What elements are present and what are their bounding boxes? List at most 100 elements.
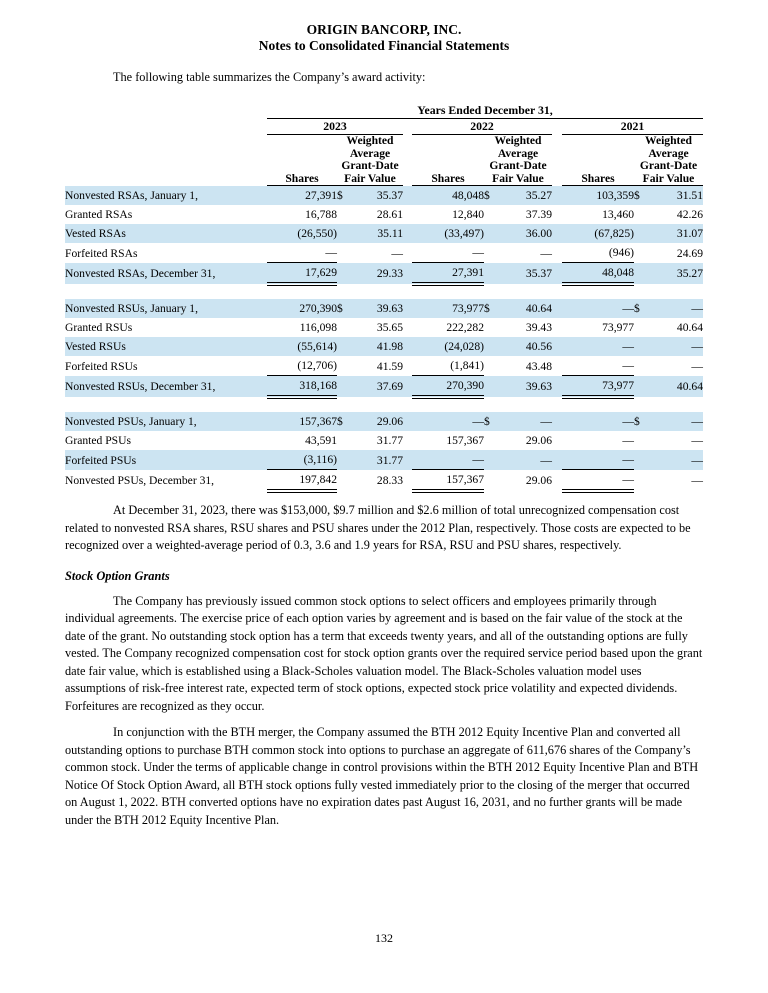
shares-header-2021: Shares	[562, 134, 634, 187]
year-header-row: 2023 2022 2021	[65, 118, 703, 135]
document-subtitle: Notes to Consolidated Financial Statemen…	[258, 38, 510, 53]
cell-dollar-2023: $	[337, 412, 351, 432]
cell-shares-2022: 157,367	[412, 469, 484, 494]
fair-value-header-2023: Weighted Average Grant-Date Fair Value	[337, 134, 403, 187]
column-gap	[403, 262, 412, 285]
table-row-rsa-nonvested-dec31: Nonvested RSAs, December 31, 17,629 29.3…	[65, 262, 703, 287]
cell-fair-value-2023: 29.33	[351, 262, 403, 285]
cell-fair-value-2023: 41.98	[351, 337, 403, 357]
paragraph-stock-options: The Company has previously issued common…	[65, 593, 703, 713]
period-header-row: Years Ended December 31,	[65, 103, 703, 119]
cell-shares-2023: 27,391	[267, 185, 337, 206]
year-header-2022: 2022	[412, 118, 552, 135]
paragraph-bth-merger: In conjunction with the BTH merger, the …	[65, 725, 699, 827]
cell-shares-2021: —	[562, 412, 634, 432]
cell-shares-2023: (3,116)	[267, 450, 337, 471]
column-gap	[403, 185, 412, 206]
column-gap	[403, 205, 412, 224]
column-gap	[552, 119, 562, 135]
cell-fair-value-2023: 35.37	[351, 185, 403, 206]
cell-shares-2022: 27,391	[412, 262, 484, 287]
column-gap	[403, 337, 412, 357]
cell-fair-value-2021: —	[648, 450, 703, 470]
cell-shares-2023: 43,591	[305, 434, 337, 448]
cell-shares-2023: 318,168	[267, 375, 337, 400]
cell-fair-value-2022: 35.27	[498, 185, 552, 206]
column-gap	[552, 318, 562, 337]
intro-paragraph: The following table summarizes the Compa…	[113, 70, 426, 84]
cell-shares-2021: 73,977	[602, 321, 634, 335]
fair-value-header-2022: Weighted Average Grant-Date Fair Value	[484, 134, 552, 187]
cell-fair-value-2022: 39.63	[498, 375, 552, 398]
column-gap	[552, 450, 562, 470]
period-header: Years Ended December 31,	[267, 103, 703, 119]
column-gap	[552, 262, 562, 285]
cell-fair-value-2022: 36.00	[498, 224, 552, 244]
cell-shares-2022: 270,390	[412, 375, 484, 400]
cell-shares-2021: —	[562, 469, 634, 494]
column-gap	[552, 470, 562, 492]
cell-dollar-2022: $	[484, 299, 498, 319]
cell-fair-value-2023: 35.65	[376, 321, 403, 335]
cell-fair-value-2023: 41.59	[376, 359, 403, 373]
column-gap	[552, 356, 562, 376]
cell-dollar-2021: $	[634, 185, 648, 206]
cell-fair-value-2021: —	[691, 474, 703, 488]
table-row-rsu-nonvested-dec31: Nonvested RSUs, December 31, 318,168 37.…	[65, 375, 703, 400]
column-gap	[403, 412, 412, 432]
cell-shares-2021: 73,977	[562, 375, 634, 400]
cell-dollar-2021: $	[634, 299, 648, 319]
cell-shares-2023: —	[267, 243, 337, 264]
cell-shares-2021: (67,825)	[562, 224, 634, 244]
table-row-rsu-nonvested-jan1: Nonvested RSUs, January 1, 270,390 $ 39.…	[65, 299, 703, 319]
column-gap	[403, 450, 412, 470]
table-row-psu-nonvested-jan1: Nonvested PSUs, January 1, 157,367 $ 29.…	[65, 412, 703, 432]
column-gap	[552, 243, 562, 263]
column-gap	[403, 470, 412, 492]
cell-fair-value-2021: 31.07	[648, 224, 703, 244]
row-label: Granted RSAs	[65, 208, 133, 222]
column-gap	[403, 356, 412, 376]
table-row-rsa-nonvested-jan1: Nonvested RSAs, January 1, 27,391 $ 35.3…	[65, 185, 703, 206]
cell-fair-value-2023: 28.61	[376, 208, 403, 222]
cell-fair-value-2023: 31.77	[376, 434, 403, 448]
cell-shares-2023: 17,629	[267, 262, 337, 287]
cell-shares-2022: —	[412, 450, 484, 471]
cell-shares-2021: 13,460	[602, 208, 634, 222]
row-label: Nonvested RSAs, January 1,	[65, 185, 267, 206]
column-gap	[552, 337, 562, 357]
cell-fair-value-2023: 35.11	[351, 224, 403, 244]
table-row-rsa-vested: Vested RSAs (26,550) 35.11 (33,497) 36.0…	[65, 224, 703, 244]
column-gap	[552, 412, 562, 432]
cell-shares-2022: 48,048	[412, 185, 484, 206]
column-gap	[403, 431, 412, 450]
cell-dollar-2021: $	[634, 412, 648, 432]
cell-fair-value-2021: —	[648, 299, 703, 319]
cell-shares-2022: 157,367	[446, 434, 484, 448]
company-name: ORIGIN BANCORP, INC.	[306, 22, 462, 37]
section-spacer	[65, 284, 703, 300]
cell-fair-value-2021: 40.64	[648, 375, 703, 398]
row-label: Forfeited RSUs	[65, 359, 138, 373]
table-row-rsu-vested: Vested RSUs (55,614) 41.98 (24,028) 40.5…	[65, 337, 703, 357]
cell-shares-2021: (946)	[562, 243, 634, 264]
cell-fair-value-2021: 31.51	[648, 185, 703, 206]
cell-shares-2022: 12,840	[452, 208, 484, 222]
cell-shares-2023: 197,842	[267, 469, 337, 494]
column-gap	[552, 375, 562, 398]
row-label: Nonvested RSUs, December 31,	[65, 375, 267, 398]
cell-dollar-2022: $	[484, 185, 498, 206]
row-label: Nonvested RSAs, December 31,	[65, 262, 267, 285]
cell-fair-value-2023: 29.06	[351, 412, 403, 432]
column-gap	[403, 119, 412, 135]
cell-fair-value-2021: —	[648, 412, 703, 432]
column-gap	[552, 205, 562, 224]
document-header: ORIGIN BANCORP, INC. Notes to Consolidat…	[65, 22, 703, 54]
cell-fair-value-2022: 29.06	[525, 474, 552, 488]
cell-shares-2022: —	[412, 243, 484, 264]
cell-fair-value-2022: 43.48	[525, 359, 552, 373]
row-label: Forfeited RSAs	[65, 246, 138, 260]
cell-fair-value-2023: 39.63	[351, 299, 403, 319]
table-row-rsa-forfeited: Forfeited RSAs — — — — (946) 24.69	[65, 243, 703, 264]
cell-fair-value-2022: 35.37	[498, 262, 552, 285]
